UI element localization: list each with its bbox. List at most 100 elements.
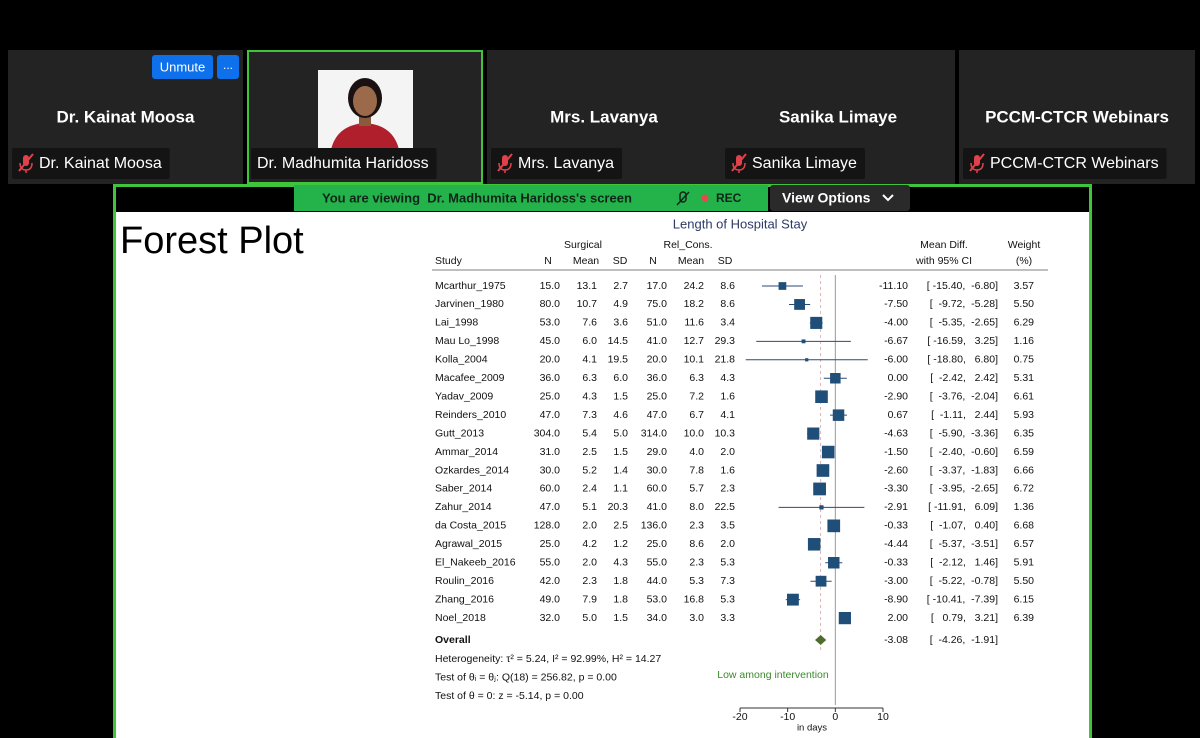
table-cell: 6.3 xyxy=(582,372,597,384)
confidence-interval: [ -2.40, -0.60] xyxy=(930,446,998,458)
table-cell: 5.1 xyxy=(582,501,597,513)
weight: 6.72 xyxy=(1014,483,1035,495)
banner-text: You are viewing Dr. Madhumita Haridoss's… xyxy=(322,190,632,205)
weight-header: (%) xyxy=(1016,255,1032,267)
table-cell: 2.3 xyxy=(689,557,704,569)
column-header: SD xyxy=(613,255,628,267)
more-button[interactable] xyxy=(217,55,239,79)
table-cell: 4.0 xyxy=(689,446,704,458)
table-cell: 29.0 xyxy=(647,446,668,458)
confidence-interval: [ -1.11, 2.44] xyxy=(931,409,998,421)
plot-title: Length of Hospital Stay xyxy=(673,216,808,231)
table-cell: 7.8 xyxy=(689,464,704,476)
participant-name: Sanika Limaye xyxy=(779,107,897,126)
table-cell: 5.7 xyxy=(689,483,704,495)
study-name: Ozkardes_2014 xyxy=(435,464,509,476)
table-cell: 20.0 xyxy=(540,354,561,366)
slide-title: Forest Plot xyxy=(120,220,304,262)
study-marker xyxy=(807,538,821,551)
table-cell: 25.0 xyxy=(540,390,561,402)
mean-diff: -7.50 xyxy=(884,298,908,310)
x-axis-label: in days xyxy=(797,723,827,734)
mic-slash xyxy=(18,153,34,172)
table-cell: 60.0 xyxy=(540,483,561,495)
confidence-interval: [ -9.72, -5.28] xyxy=(930,298,998,310)
mean-diff: -6.00 xyxy=(884,354,908,366)
study-name: Ammar_2014 xyxy=(435,446,498,458)
shared-slide xyxy=(116,212,1089,738)
weight: 6.29 xyxy=(1014,317,1035,329)
table-cell: 25.0 xyxy=(540,538,561,550)
photo-body xyxy=(330,123,400,155)
study-name: Yadav_2009 xyxy=(435,390,493,402)
mic-slash xyxy=(969,153,985,172)
mic-stand xyxy=(970,162,984,173)
confidence-interval: [ -18.80, 6.80] xyxy=(927,354,998,366)
overall-ci: [ -4.26, -1.91] xyxy=(930,634,998,646)
table-cell: 4.9 xyxy=(613,298,628,310)
mean-diff: -3.30 xyxy=(884,483,908,495)
view-options-chevron[interactable] xyxy=(882,194,894,202)
table-cell: 5.3 xyxy=(720,593,735,605)
more-label[interactable]: ... xyxy=(223,58,233,72)
table-cell: 2.0 xyxy=(720,446,735,458)
mean-diff: -0.33 xyxy=(884,557,908,569)
table-cell: 45.0 xyxy=(540,335,561,347)
weight: 1.16 xyxy=(1014,335,1035,347)
study-marker xyxy=(815,390,828,403)
unmute-label[interactable]: Unmute xyxy=(160,59,206,74)
study-name: da Costa_2015 xyxy=(435,520,506,532)
table-cell: 80.0 xyxy=(540,298,561,310)
mean-diff: -2.91 xyxy=(884,501,908,513)
study-marker xyxy=(819,505,824,510)
study-name: Zahur_2014 xyxy=(435,501,492,513)
column-header: Mean xyxy=(573,255,599,267)
view-options-button[interactable] xyxy=(770,185,910,211)
study-marker xyxy=(786,593,799,606)
study-marker xyxy=(827,519,841,533)
weight: 6.35 xyxy=(1014,427,1035,439)
study-name: Reinders_2010 xyxy=(435,409,506,421)
x-tick-label: 0 xyxy=(832,711,838,723)
study-name: Kolla_2004 xyxy=(435,354,488,366)
confidence-interval: [ -3.76, -2.04] xyxy=(930,390,998,402)
table-cell: 42.0 xyxy=(540,575,561,587)
muted-mic-icon xyxy=(731,153,747,173)
table-cell: 41.0 xyxy=(647,335,668,347)
table-cell: 5.4 xyxy=(582,427,597,439)
weight: 6.39 xyxy=(1014,612,1035,624)
weight: 5.50 xyxy=(1014,575,1035,587)
table-cell: 5.2 xyxy=(582,464,597,476)
banner-mic-icon xyxy=(676,191,690,206)
unmute-button[interactable] xyxy=(152,55,213,79)
mean-diff-header: Mean Diff. xyxy=(920,239,968,251)
table-cell: 60.0 xyxy=(647,483,668,495)
table-cell: 30.0 xyxy=(540,464,561,476)
table-cell: 128.0 xyxy=(534,520,560,532)
table-cell: 30.0 xyxy=(647,464,668,476)
table-cell: 314.0 xyxy=(641,427,667,439)
study-marker xyxy=(801,339,806,344)
table-cell: 4.3 xyxy=(582,390,597,402)
table-cell: 2.0 xyxy=(582,557,597,569)
mean-diff-header: with 95% CI xyxy=(915,255,972,267)
confidence-interval: [ -10.41, -7.39] xyxy=(927,593,998,605)
mean-diff: -2.90 xyxy=(884,390,908,402)
muted-mic-icon xyxy=(969,153,985,173)
table-cell: 18.2 xyxy=(684,298,705,310)
study-name: Agrawal_2015 xyxy=(435,538,502,550)
annotation: Low among intervention xyxy=(717,669,829,681)
rec-dot xyxy=(701,194,709,202)
table-cell: 3.4 xyxy=(720,317,735,329)
weight: 5.93 xyxy=(1014,409,1035,421)
name-label: Dr. Kainat Moosa xyxy=(39,155,162,172)
photo-face xyxy=(353,86,377,116)
table-cell: 32.0 xyxy=(540,612,561,624)
view-options-label[interactable]: View Options xyxy=(782,190,871,206)
heterogeneity-stat: Heterogeneity: τ² = 5.24, I² = 92.99%, H… xyxy=(435,653,661,665)
study-name: Lai_1998 xyxy=(435,317,478,329)
weight: 6.61 xyxy=(1014,390,1035,402)
table-cell: 2.5 xyxy=(582,446,597,458)
